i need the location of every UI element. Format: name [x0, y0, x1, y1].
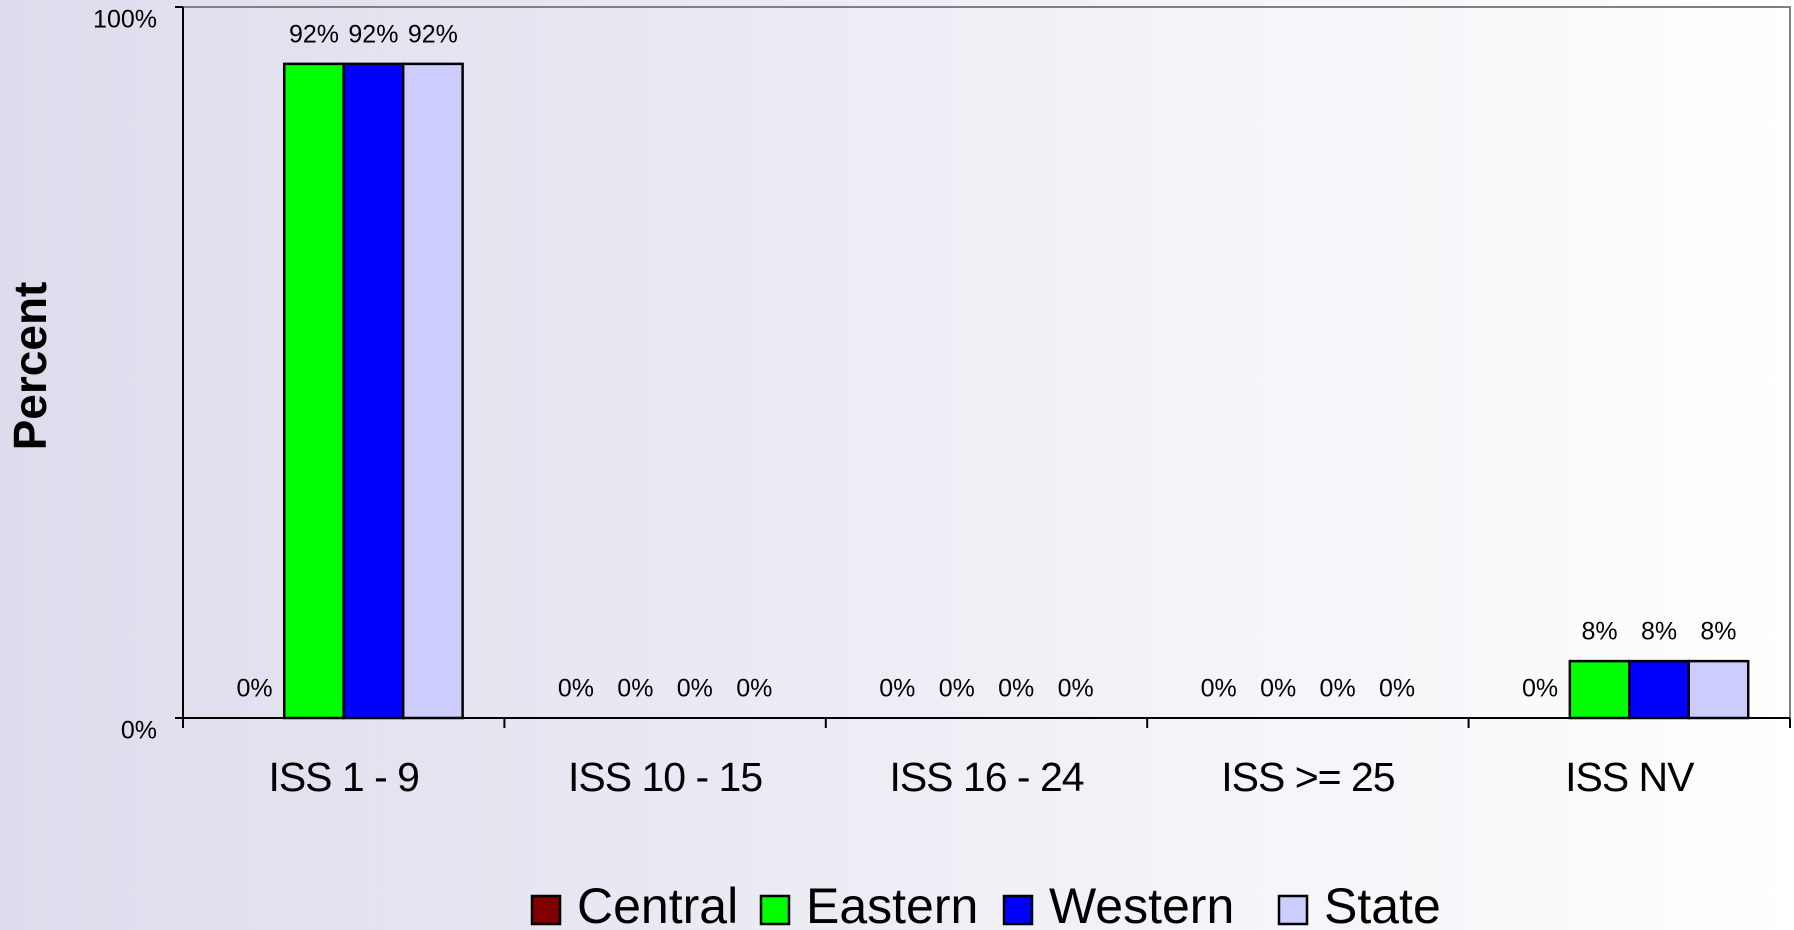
x-tick-label: ISS NV — [1565, 754, 1695, 800]
legend-swatch — [1277, 894, 1309, 926]
value-label: 0% — [879, 675, 915, 703]
value-label: 0% — [736, 675, 772, 703]
value-label: 8% — [1700, 618, 1736, 646]
legend-swatch — [530, 894, 562, 926]
legend-label: Western — [1049, 878, 1234, 930]
value-label: 0% — [1320, 675, 1356, 703]
value-label: 0% — [1201, 675, 1237, 703]
value-label: 0% — [677, 675, 713, 703]
legend-swatch — [1002, 894, 1034, 926]
bar — [282, 62, 345, 720]
value-label: 92% — [408, 20, 458, 48]
y-axis-title: Percent — [4, 282, 56, 451]
y-tick-label: 0% — [121, 717, 157, 745]
value-label: 8% — [1641, 618, 1677, 646]
legend-label: Eastern — [806, 878, 978, 930]
y-tick-label: 100% — [93, 6, 157, 34]
x-tick-label: ISS 10 - 15 — [568, 754, 762, 800]
value-label: 0% — [1379, 675, 1415, 703]
value-label: 0% — [1522, 675, 1558, 703]
bar — [1568, 659, 1631, 720]
value-label: 92% — [289, 20, 339, 48]
x-tick-label: ISS 1 - 9 — [268, 754, 419, 800]
bar — [342, 62, 405, 720]
legend-label: State — [1324, 878, 1441, 930]
value-label: 0% — [1058, 675, 1094, 703]
bar — [1628, 659, 1691, 720]
value-label: 92% — [348, 20, 398, 48]
value-label: 0% — [617, 675, 653, 703]
bar — [1687, 659, 1750, 720]
value-label: 0% — [558, 675, 594, 703]
legend-swatch — [759, 894, 791, 926]
x-tick-label: ISS 16 - 24 — [889, 754, 1083, 800]
x-tick-label: ISS >= 25 — [1221, 754, 1395, 800]
value-label: 0% — [939, 675, 975, 703]
value-label: 0% — [1260, 675, 1296, 703]
value-label: 8% — [1582, 618, 1618, 646]
value-label: 0% — [236, 675, 272, 703]
legend-label: Central — [577, 878, 738, 930]
bar — [401, 62, 464, 720]
value-label: 0% — [998, 675, 1034, 703]
